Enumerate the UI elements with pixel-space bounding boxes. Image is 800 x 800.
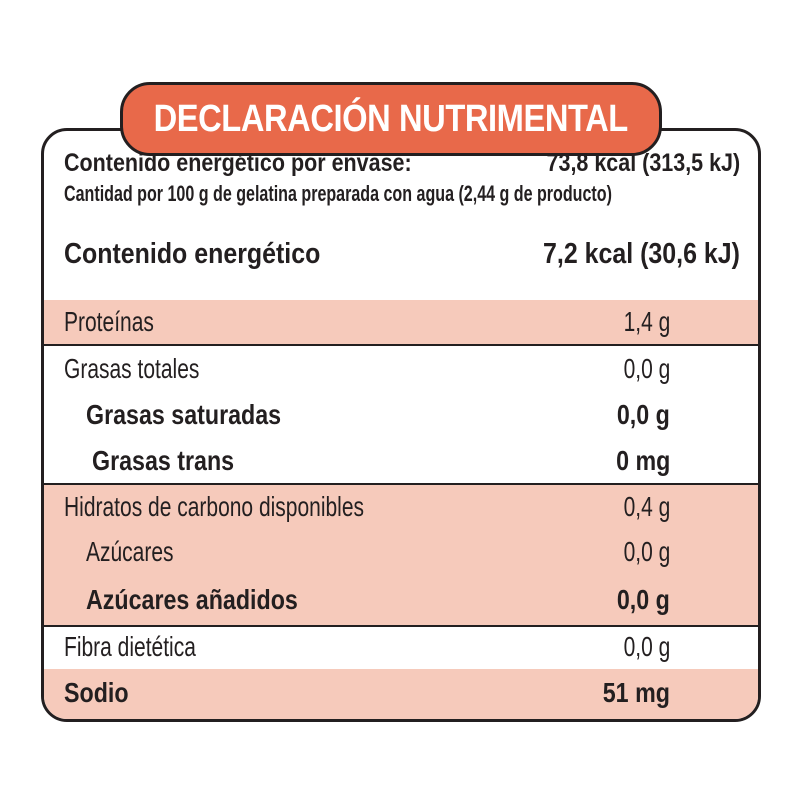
nutrient-row-grasas-totales: Grasas totales 0,0 g (44, 346, 758, 392)
quantity-note: Cantidad por 100 g de gelatina preparada… (64, 181, 612, 206)
nutrient-row-grasas-saturadas: Grasas saturadas 0,0 g (44, 392, 758, 438)
nutrient-value: 0,0 g (623, 536, 670, 567)
nutrient-label: Proteínas (64, 306, 154, 337)
energy-row: Contenido energético 7,2 kcal (30,6 kJ) (44, 207, 758, 303)
nutrient-row-azucares-anadidos: Azúcares añadidos 0,0 g (44, 575, 758, 627)
energy-label: Contenido energético (64, 238, 321, 270)
nutrient-value: 0,4 g (623, 491, 670, 522)
nutrient-label: Grasas saturadas (86, 399, 282, 430)
nutrient-label: Grasas totales (64, 353, 200, 384)
nutrient-value: 0,0 g (623, 631, 670, 662)
nutrient-label: Azúcares añadidos (86, 584, 298, 615)
nutrient-row-fibra: Fibra dietética 0,0 g (44, 625, 758, 671)
nutrient-row-hidratos: Hidratos de carbono disponibles 0,4 g (44, 485, 758, 531)
nutrition-label-panel: Contenido energético por envase: 73,8 kc… (41, 128, 761, 722)
nutrient-label: Fibra dietética (64, 631, 196, 662)
nutrient-value: 0,0 g (617, 399, 670, 430)
nutrient-value: 51 mg (602, 677, 670, 708)
energy-value: 7,2 kcal (30,6 kJ) (543, 238, 740, 270)
title-tab: DECLARACIÓN NUTRIMENTAL (120, 82, 662, 156)
nutrient-label: Hidratos de carbono disponibles (64, 491, 365, 522)
label-title: DECLARACIÓN NUTRIMENTAL (153, 97, 629, 140)
nutrient-row-sodio: Sodio 51 mg (44, 669, 758, 719)
nutrient-label: Grasas trans (92, 444, 235, 476)
nutrient-label: Azúcares (86, 536, 174, 567)
nutrient-value: 0 mg (615, 444, 670, 476)
nutrient-label: Sodio (64, 677, 129, 708)
quantity-note-row: Cantidad por 100 g de gelatina preparada… (44, 181, 758, 207)
nutrient-value: 1,4 g (623, 306, 670, 337)
nutrient-row-grasas-trans: Grasas trans 0 mg (44, 438, 758, 485)
nutrient-value: 0,0 g (617, 584, 670, 615)
nutrient-value: 0,0 g (623, 353, 670, 384)
nutrient-row-azucares: Azúcares 0,0 g (44, 529, 758, 575)
nutrient-row-proteinas: Proteínas 1,4 g (44, 300, 758, 346)
